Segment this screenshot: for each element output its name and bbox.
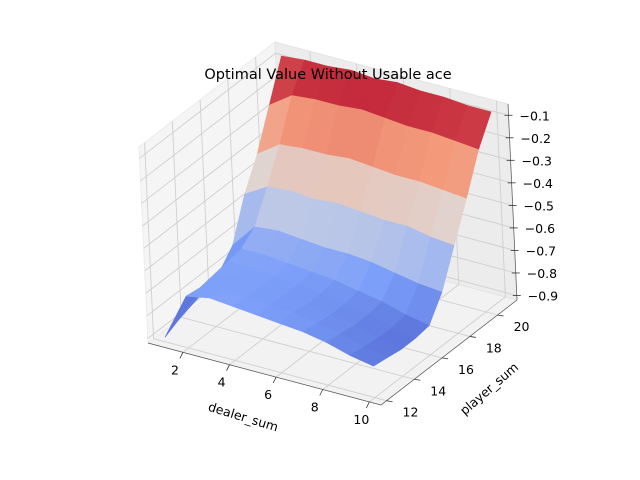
y-gridline [171,121,415,380]
z-tick-label: −0.4 [523,176,553,191]
x-tick [272,376,277,384]
z-tick-label: −0.5 [524,198,554,213]
x-tick-label: 8 [311,400,319,415]
x-axis-label: dealer_sum [206,399,280,435]
y-tick-label: 14 [430,383,446,398]
x-tick-label: 2 [171,362,179,377]
x-tick [179,352,184,359]
x-tick-label: 6 [264,387,272,402]
y-axis-line [380,299,518,406]
z-axis-line [507,103,518,301]
y-tick-label: 20 [514,319,530,334]
y-tick [469,336,476,338]
z-tick-label: −0.7 [526,243,556,258]
y-tick [497,314,504,317]
x-tick [365,401,370,409]
z-tick-label: −0.9 [528,288,558,303]
x-axis-line [147,342,382,406]
y-tick-label: 16 [458,362,474,377]
z-tick-label: −0.6 [525,221,555,236]
z-tick-label: −0.2 [521,131,551,146]
axis-lines [147,103,518,406]
z-tick-label: −0.3 [522,153,552,168]
surface-facet [349,346,388,367]
x-tick [319,389,324,396]
z-tick-label: −0.8 [527,266,557,281]
chart-title: Optimal Value Without Usable ace [204,67,451,83]
surface [164,55,492,367]
y-gridline [144,142,387,402]
y-tick [386,400,393,403]
y-tick-label: 18 [486,340,502,355]
tick-labels: 2 4 6 8 10 12 14 16 18 20 −0.1 −0.2 −0.3 −0.4 −0.5 −0.6… [171,108,558,427]
z-tick-label: −0.1 [520,108,550,123]
x-gridline [369,100,506,403]
x-tick-label: 4 [218,375,226,390]
y-tick-label: 12 [403,405,419,420]
x-tick-label: 10 [353,412,369,427]
y-tick [441,357,449,360]
y-tick [414,378,421,381]
x-tick [226,364,230,371]
